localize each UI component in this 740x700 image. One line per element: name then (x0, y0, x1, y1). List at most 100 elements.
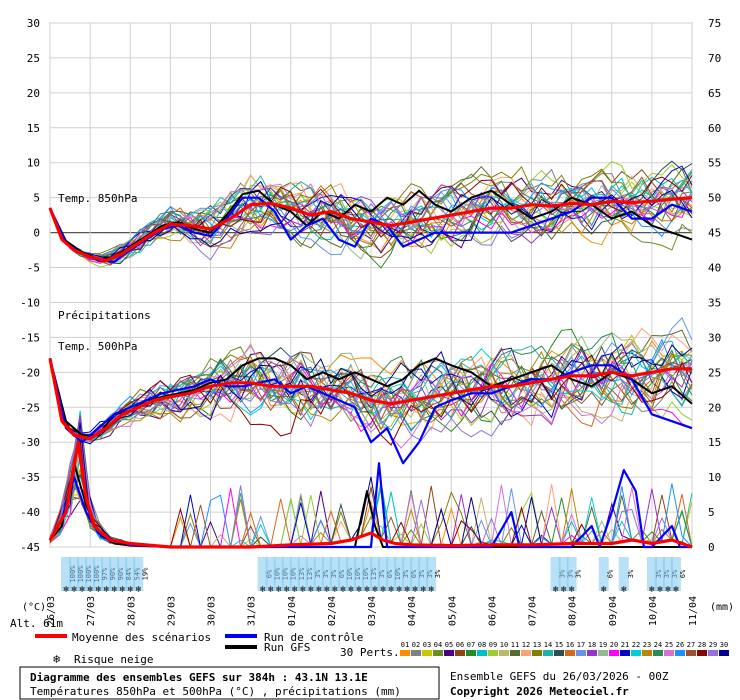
snowflake-icon: ❄ (136, 585, 142, 595)
snowflake-icon: ❄ (53, 652, 60, 666)
pert-number: 25 (665, 641, 673, 649)
pert-number: 22 (632, 641, 640, 649)
legend-mean-swatch (35, 634, 67, 638)
left-tick-label: 30 (27, 17, 40, 30)
snowflake-icon: ❄ (268, 585, 274, 595)
pert-500-line (49, 331, 693, 445)
snow-risk-bar (370, 557, 381, 591)
pert-number: 02 (412, 641, 420, 649)
snow-risk-bar (101, 557, 112, 591)
pert-number: 01 (401, 641, 409, 649)
label-t500: Temp. 500hPa (58, 340, 137, 353)
snowflake-icon: ❄ (276, 585, 282, 595)
label-t850: Temp. 850hPa (58, 192, 137, 205)
pert-850-line (49, 165, 693, 263)
snow-risk-bar (329, 557, 340, 591)
snowflake-icon: ❄ (356, 585, 362, 595)
legend: Moyenne des scénarios Run de contrôle Ru… (35, 631, 729, 666)
snow-risk-bar (558, 557, 569, 591)
snowflake-icon: ❄ (621, 585, 627, 595)
pert-swatch (664, 650, 674, 656)
x-tick-label: 26/03 (46, 596, 57, 626)
pert-swatch (697, 650, 707, 656)
left-tick-label: 15 (27, 122, 40, 135)
left-tick-label: 0 (33, 227, 40, 240)
mean-850-line (48, 196, 693, 263)
snow-risk-bar (353, 557, 364, 591)
snow-risk-bar (418, 557, 429, 591)
snow-risk-bar (273, 557, 284, 591)
pert-number: 12 (522, 641, 530, 649)
snow-risk-marker: 3%❄ (618, 557, 635, 595)
snowflake-icon: ❄ (63, 585, 69, 595)
pert-swatch (422, 650, 432, 656)
snow-risk-bar (361, 557, 372, 591)
x-tick-label: 29/03 (166, 596, 177, 626)
snow-risk-pct: 3% (434, 569, 442, 578)
snow-risk-bar (305, 557, 316, 591)
title-box (19, 666, 440, 700)
snow-risk-bar (125, 557, 136, 591)
chart-title: Diagramme des ensembles GEFS sur 384h : … (30, 671, 368, 684)
x-tick-label: 27/03 (86, 596, 97, 626)
x-tick-label: 04/04 (407, 596, 418, 626)
legend-snow-label: Risque neige (74, 653, 153, 666)
x-tick-label: 09/04 (608, 596, 619, 626)
snowflake-icon: ❄ (569, 585, 575, 595)
snow-risk-bar (281, 557, 292, 591)
pert-swatch (565, 650, 575, 656)
pert-number: 20 (610, 641, 618, 649)
pert-number: 15 (555, 641, 563, 649)
pert-swatch (554, 650, 564, 656)
snow-risk-bar (378, 557, 389, 591)
copyright: Copyright 2026 Meteociel.fr (450, 685, 629, 698)
pert-number: 24 (654, 641, 662, 649)
snowflake-icon: ❄ (348, 585, 354, 595)
left-tick-label: -5 (27, 262, 40, 275)
snowflake-icon: ❄ (95, 585, 101, 595)
snow-risk-marker: 6%❄ (598, 557, 615, 595)
snowflake-icon: ❄ (420, 585, 426, 595)
mean-precip-line (48, 440, 693, 549)
run-info: Ensemble GEFS du 26/03/2026 - 00Z (450, 670, 669, 683)
snowflake-icon: ❄ (120, 585, 126, 595)
legend-control-swatch (225, 634, 257, 638)
snowflake-icon: ❄ (308, 585, 314, 595)
snowflake-icon: ❄ (396, 585, 402, 595)
main-series (48, 189, 693, 549)
snow-risk-bar (61, 557, 72, 591)
snow-risk-pct: 3% (575, 569, 583, 578)
pert-number: 07 (467, 641, 475, 649)
right-axis-label: (mm) (710, 602, 734, 613)
snow-risk-bar (85, 557, 96, 591)
left-tick-label: -30 (20, 436, 40, 449)
snow-risk-pct: 3% (627, 569, 635, 578)
legend-gfs-label: Run GFS (264, 641, 310, 654)
snowflake-icon: ❄ (673, 585, 679, 595)
snow-risk-bar (386, 557, 397, 591)
pert-swatch (609, 650, 619, 656)
snow-risk-bar (265, 557, 276, 591)
pert-swatch (675, 650, 685, 656)
snowflake-icon: ❄ (657, 585, 663, 595)
right-tick-label: 55 (708, 157, 721, 170)
snow-risk-bar (117, 557, 128, 591)
snow-risk-bar (321, 557, 332, 591)
snow-risk-bar (598, 557, 609, 591)
right-tick-label: 35 (708, 296, 721, 309)
snowflake-icon: ❄ (103, 585, 109, 595)
pert-number: 10 (500, 641, 508, 649)
pert-500-line (49, 349, 693, 441)
snow-risk-marker: 19% ❄ (133, 557, 149, 595)
snowflake-icon: ❄ (340, 585, 346, 595)
grid (49, 22, 693, 548)
pert-swatch (400, 650, 410, 656)
right-tick-label: 30 (708, 331, 721, 344)
snowflake-icon: ❄ (292, 585, 298, 595)
x-tick-label: 10/04 (648, 596, 659, 626)
pert-number: 18 (588, 641, 596, 649)
pert-number: 17 (577, 641, 585, 649)
snowflake-icon: ❄ (260, 585, 266, 595)
chart-subtitle: Températures 850hPa et 500hPa (°C) , pré… (30, 685, 401, 698)
x-tick-label: 11/04 (688, 596, 699, 626)
